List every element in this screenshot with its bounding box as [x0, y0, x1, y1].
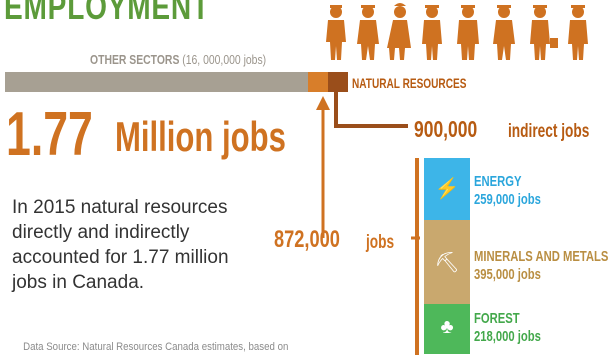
indirect-jobs-number: 900,000	[414, 116, 478, 142]
direct-jobs-unit: jobs	[366, 232, 395, 253]
other-sectors-label: OTHER SECTORS (16, 000,000 jobs)	[90, 52, 266, 67]
mine-cart-icon: ⛏	[434, 252, 460, 274]
energy-label: ENERGY	[474, 173, 522, 190]
headline-number: 1.77	[6, 100, 93, 169]
energy-value: 259,000 jobs	[474, 191, 541, 208]
minerals-value: 395,000 jobs	[474, 266, 541, 283]
natural-resources-label: NATURAL RESOURCES	[352, 75, 467, 91]
other-sectors-name: OTHER SECTORS	[90, 52, 180, 67]
energy-tile: ⚡	[424, 158, 470, 220]
other-sectors-bar	[5, 72, 308, 92]
direct-jobs-bar	[308, 72, 328, 92]
forest-tile: ♣	[424, 304, 470, 354]
worker-silhouettes-icon	[326, 3, 588, 60]
data-source-note: Data Source: Natural Resources Canada es…	[23, 341, 289, 353]
other-sectors-value: (16, 000,000 jobs)	[182, 52, 267, 67]
direct-jobs-number: 872,000	[274, 226, 340, 253]
up-arrow-icon	[316, 96, 330, 110]
lightning-bolt-icon: ⚡	[434, 178, 460, 200]
page-title: EMPLOYMENT	[4, 0, 210, 27]
headline-unit: Million jobs	[115, 113, 286, 160]
minerals-tile: ⛏	[424, 220, 470, 304]
forest-value: 218,000 jobs	[474, 328, 541, 345]
tree-icon: ♣	[440, 316, 454, 338]
summary-text: In 2015 natural resources directly and i…	[12, 197, 229, 293]
forest-label: FOREST	[474, 310, 520, 327]
indirect-jobs-bar	[328, 72, 348, 92]
indirect-jobs-unit: indirect jobs	[508, 121, 590, 142]
minerals-label: MINERALS AND METALS	[474, 248, 609, 265]
